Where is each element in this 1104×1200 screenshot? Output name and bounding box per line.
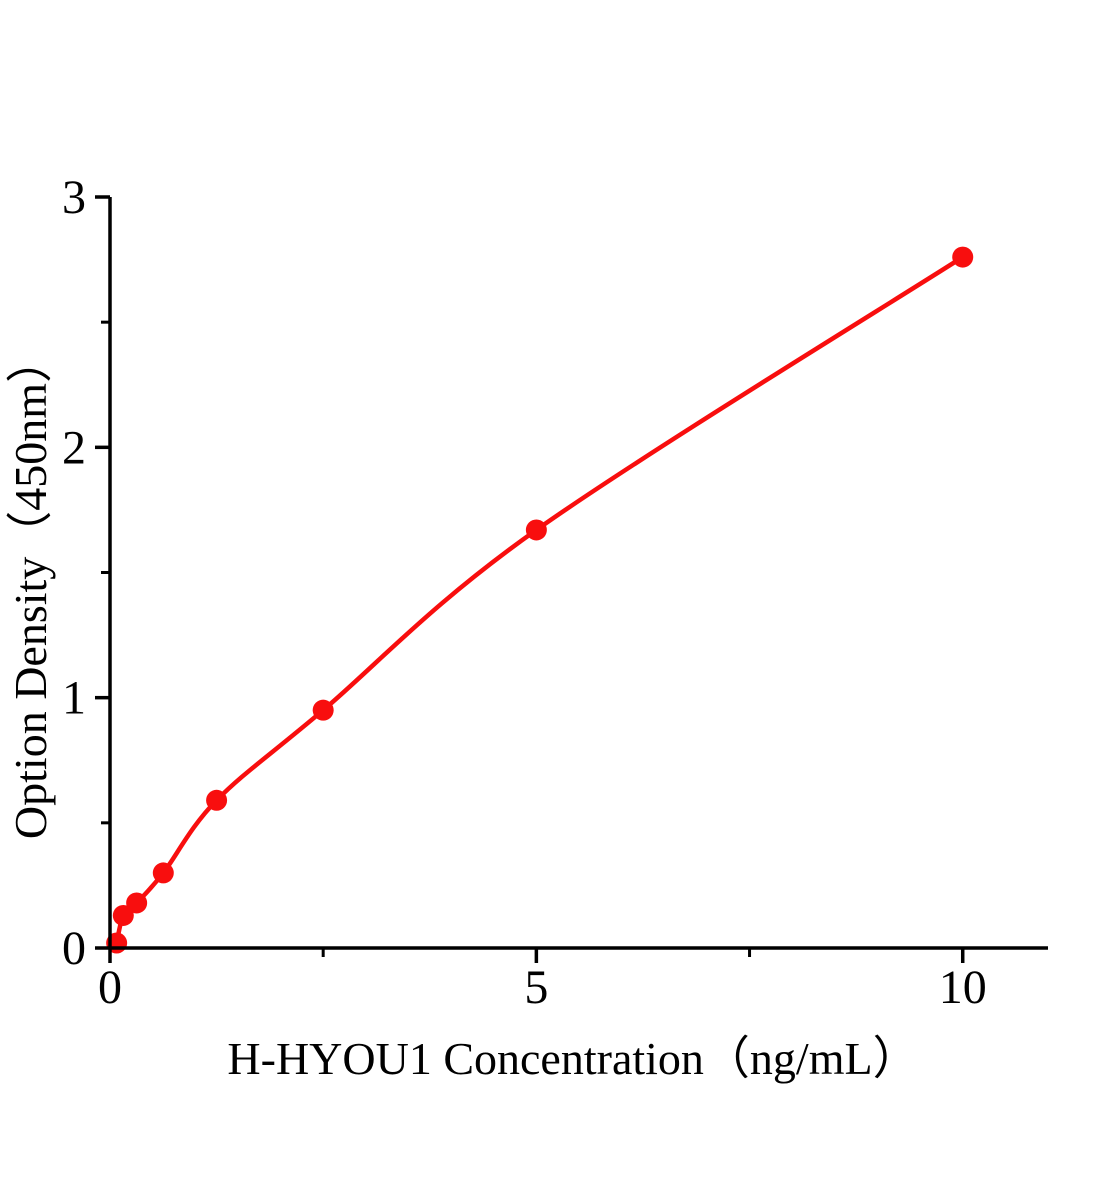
x-tick-label: 0 — [98, 961, 122, 1014]
y-tick-label: 1 — [62, 672, 86, 725]
data-point — [952, 246, 974, 268]
y-tick-label: 0 — [62, 922, 86, 975]
data-point — [152, 862, 174, 884]
y-tick-label: 2 — [62, 421, 86, 474]
x-tick-label: 5 — [524, 961, 548, 1014]
data-point — [206, 789, 228, 811]
data-point — [312, 699, 334, 721]
y-axis-title: Option Density（450nm） — [5, 337, 56, 839]
data-point — [112, 904, 134, 926]
data-point — [126, 892, 148, 914]
y-tick-label: 3 — [62, 171, 86, 224]
standard-curve-line — [114, 254, 965, 946]
plot-area: 0 5 10 0 1 2 3 — [62, 171, 1048, 1014]
x-axis-title: H-HYOU1 Concentration（ng/mL） — [227, 1033, 918, 1084]
x-tick-label: 10 — [939, 961, 987, 1014]
data-point — [525, 519, 547, 541]
